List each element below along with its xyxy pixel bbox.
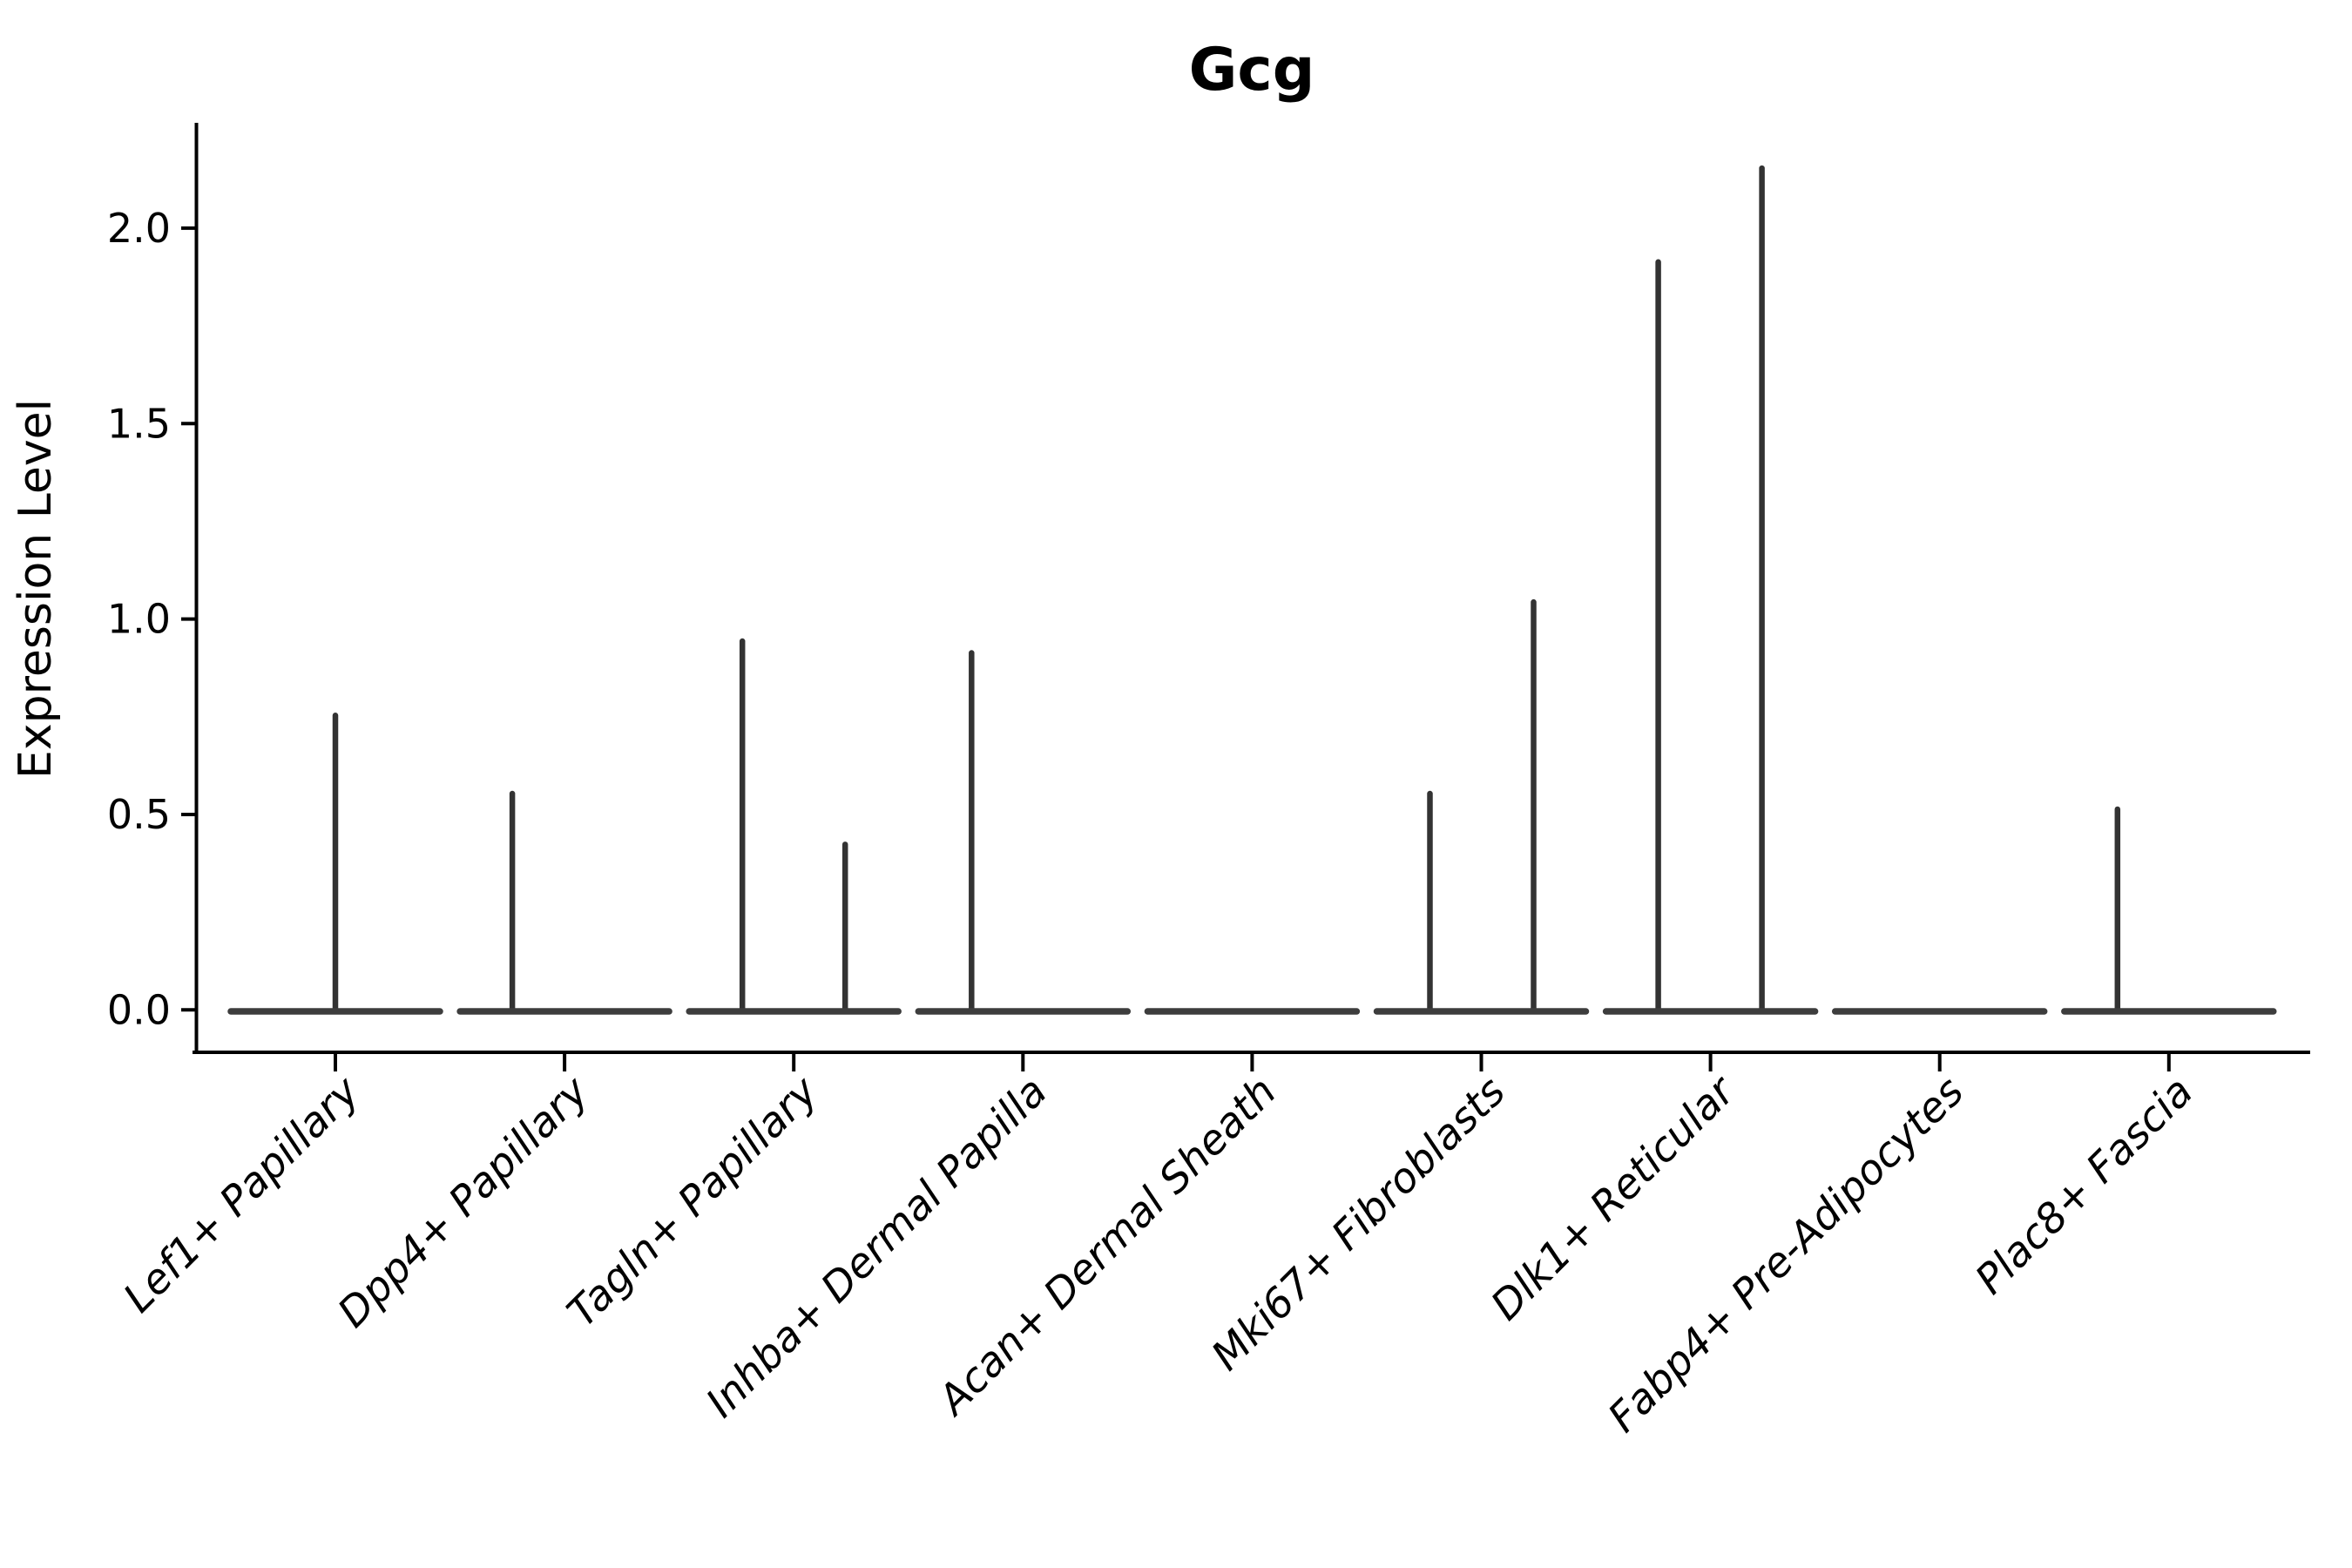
y-tick-label: 0.0 <box>107 986 171 1033</box>
x-tick-label: Plac8+ Fascia <box>1966 1068 2202 1304</box>
chart-title: Gcg <box>1189 36 1315 105</box>
y-tick-label: 1.0 <box>107 596 171 643</box>
x-tick-label: Lef1+ Papillary <box>114 1067 369 1322</box>
x-tick-label: Dpp4+ Papillary <box>328 1067 598 1337</box>
x-tick-label: Tagln+ Papillary <box>558 1067 828 1337</box>
y-axis-ticks: 0.0 0.5 1.0 1.5 2.0 <box>107 205 197 1033</box>
y-tick-label: 2.0 <box>107 205 171 252</box>
y-axis-label: Expression Level <box>10 399 62 779</box>
violins <box>227 165 2277 1015</box>
y-tick-label: 0.5 <box>107 791 171 838</box>
x-tick-label: Dlk1+ Reticular <box>1482 1066 1746 1330</box>
y-tick-label: 1.5 <box>107 400 171 447</box>
